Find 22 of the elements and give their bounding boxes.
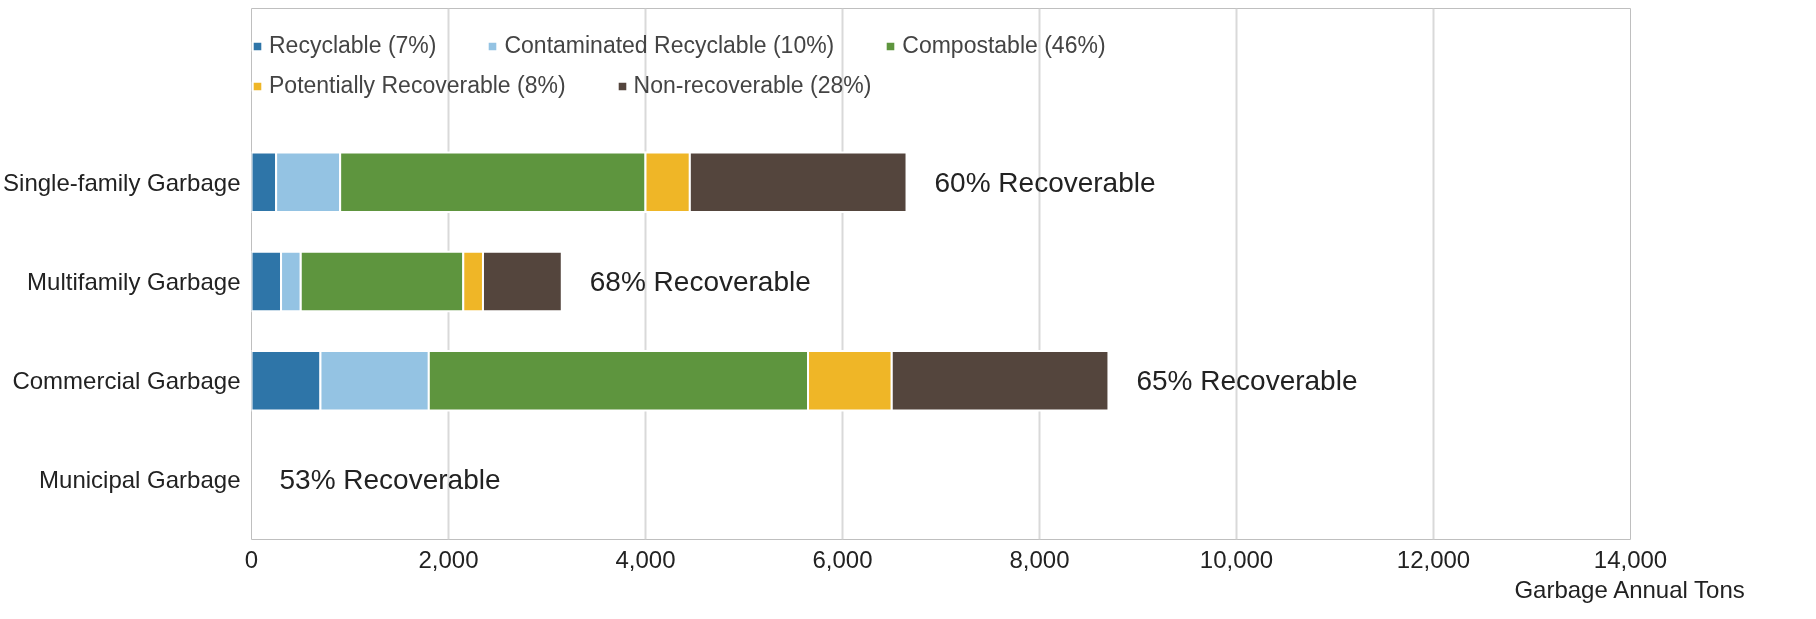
annotation: 65% Recoverable [1136,365,1358,397]
legend-label: Recyclable (7%) [269,32,437,59]
legend-label: Potentially Recoverable (8%) [269,72,566,99]
legend-label: Contaminated Recyclable (10%) [504,32,835,59]
x-tick-label: 10,000 [1199,545,1274,573]
x-tick-label: 4,000 [615,545,676,573]
x-tick-label: 14,000 [1593,545,1668,573]
y-tick-label: Single-family Garbage [3,168,241,196]
y-tick-label: Multifamily Garbage [27,267,241,295]
x-tick-label: 8,000 [1009,545,1070,573]
annotation: 53% Recoverable [279,464,501,496]
x-tick-label: 6,000 [812,545,873,573]
x-axis-title: Garbage Annual Tons [1514,575,1745,603]
x-tick-label: 2,000 [418,545,479,573]
annotation: 68% Recoverable [589,265,811,297]
y-tick-label: Commercial Garbage [12,367,241,395]
legend-label: Compostable (46%) [902,32,1106,59]
x-tick-label: 0 [244,545,259,573]
annotation: 60% Recoverable [934,166,1156,198]
x-tick-label: 12,000 [1396,545,1471,573]
y-tick-label: Municipal Garbage [39,466,241,494]
legend-label: Non-recoverable (28%) [633,72,872,99]
